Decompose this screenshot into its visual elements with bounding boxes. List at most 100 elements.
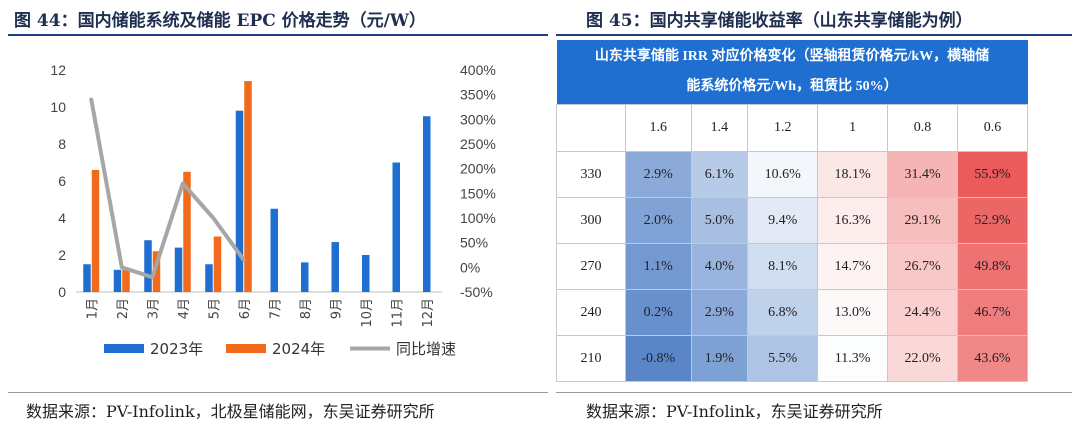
- heatmap-cell: 55.9%: [957, 151, 1028, 198]
- right-source: 数据来源：PV-Infolink，东吴证券研究所: [586, 402, 883, 421]
- left-bottom-rule: [8, 392, 548, 393]
- heatmap-header-line: 山东共享储能 IRR 对应价格变化（竖轴租赁价格元/kW，横轴储: [594, 49, 990, 64]
- bar-2024: [213, 236, 222, 292]
- heatmap-cell: 52.9%: [957, 197, 1028, 244]
- heatmap-column-header-row: 1.6 1.4 1.2 1 0.8 0.6: [556, 104, 1028, 152]
- heatmap-cell: 24.4%: [887, 289, 958, 336]
- y-left-tick-label: 2: [58, 247, 66, 263]
- bar-2024: [244, 81, 252, 292]
- heatmap-column-label: 1.2: [747, 104, 819, 152]
- y-right-tick-label: -50%: [460, 284, 493, 300]
- heatmap-cell: 16.3%: [817, 197, 889, 244]
- x-tick-label: 4月: [177, 298, 192, 319]
- yoy-growth-line: [89, 97, 246, 280]
- x-tick-label: 7月: [268, 298, 283, 319]
- heatmap-column-label: 1: [817, 104, 889, 152]
- y-right-tick-label: 350%: [460, 87, 496, 103]
- heatmap-column-label: 0.8: [887, 104, 958, 152]
- heatmap-corner-cell: [556, 104, 626, 152]
- right-bottom-rule: [556, 392, 1072, 393]
- y-right-tick-label: 300%: [460, 111, 496, 127]
- heatmap-cell: 5.0%: [690, 197, 749, 244]
- left-source: 数据来源：PV-Infolink，北极星储能网，东吴证券研究所: [26, 402, 435, 421]
- bar-2023: [423, 116, 431, 292]
- y-left-tick-label: 4: [58, 210, 66, 226]
- bar-2023: [362, 255, 370, 292]
- legend-label: 2023年: [150, 340, 203, 358]
- heatmap-cell: 8.1%: [747, 243, 819, 290]
- bar-2024: [152, 251, 161, 292]
- heatmap-row-label: 330: [556, 151, 626, 198]
- x-tick-label: 2月: [116, 298, 131, 319]
- heatmap-cell: 1.9%: [690, 335, 749, 382]
- bar-2023: [270, 208, 278, 292]
- heatmap-cell: 0.2%: [625, 289, 692, 336]
- y-left-tick-label: 10: [50, 99, 66, 115]
- y-right-tick-label: 400%: [460, 62, 496, 78]
- heatmap-cell: 49.8%: [957, 243, 1028, 290]
- heatmap-cell: 2.9%: [690, 289, 749, 336]
- y-left-tick-label: 6: [58, 173, 66, 189]
- legend-label: 同比增速: [396, 340, 456, 358]
- y-right-tick-label: 100%: [460, 210, 496, 226]
- irr-heatmap-table: 山东共享储能 IRR 对应价格变化（竖轴租赁价格元/kW，横轴储 能系统价格元/…: [556, 40, 1028, 382]
- x-tick-label: 1月: [85, 298, 100, 319]
- y-right-tick-label: 0%: [460, 259, 480, 275]
- heatmap-cell: 4.0%: [690, 243, 749, 290]
- legend-swatch: [104, 344, 144, 353]
- heatmap-cell: 13.0%: [817, 289, 889, 336]
- heatmap-row-label: 300: [556, 197, 626, 244]
- heatmap-column-label: 1.6: [625, 104, 692, 152]
- bar-2023: [113, 269, 122, 292]
- right-figure-title: 图 45：国内共享储能收益率（山东共享储能为例）: [586, 11, 973, 31]
- heatmap-row-label: 240: [556, 289, 626, 336]
- heatmap-cell: 9.4%: [747, 197, 819, 244]
- left-title-rule: [8, 34, 548, 36]
- heatmap-cell: 2.9%: [625, 151, 692, 198]
- y-right-tick-label: 50%: [460, 235, 488, 251]
- bar-2024: [183, 171, 191, 292]
- heatmap-row-label: 210: [556, 335, 626, 382]
- heatmap-column-label: 0.6: [957, 104, 1028, 152]
- x-tick-label: 11月: [390, 298, 405, 328]
- heatmap-cell: 46.7%: [957, 289, 1028, 336]
- x-tick-label: 12月: [421, 298, 436, 328]
- y-right-tick-label: 250%: [460, 136, 496, 152]
- heatmap-cell: 6.8%: [747, 289, 819, 336]
- bar-2023: [301, 262, 309, 292]
- x-tick-label: 8月: [299, 298, 314, 319]
- heatmap-cell: 14.7%: [817, 243, 889, 290]
- x-tick-label: 10月: [360, 298, 375, 328]
- bar-2023: [174, 247, 183, 292]
- bar-2023: [144, 240, 152, 292]
- x-tick-label: 5月: [207, 298, 222, 319]
- bar-2024: [91, 169, 100, 292]
- x-tick-label: 3月: [146, 298, 161, 319]
- heatmap-cell: 26.7%: [887, 243, 958, 290]
- bar-2023: [331, 242, 339, 292]
- y-right-tick-label: 150%: [460, 185, 496, 201]
- heatmap-cell: 29.1%: [887, 197, 958, 244]
- heatmap-row: 300 2.0% 5.0% 9.4% 16.3% 29.1% 52.9%: [556, 197, 1028, 244]
- x-tick-label: 9月: [329, 298, 344, 319]
- right-title-rule: [556, 34, 1072, 36]
- legend-label: 2024年: [272, 340, 325, 358]
- bar-2024: [122, 269, 130, 292]
- legend-swatch: [226, 344, 266, 353]
- heatmap-header-line: 能系统价格元/Wh，租赁比 50%）: [686, 79, 898, 94]
- y-left-tick-label: 8: [58, 136, 66, 152]
- heatmap-cell: 6.1%: [690, 151, 749, 198]
- heatmap-cell: 5.5%: [747, 335, 819, 382]
- heatmap-cell: 18.1%: [817, 151, 889, 198]
- heatmap-header: 山东共享储能 IRR 对应价格变化（竖轴租赁价格元/kW，横轴储 能系统价格元/…: [556, 40, 1028, 105]
- x-tick-label: 6月: [238, 298, 253, 319]
- heatmap-cell: 1.1%: [625, 243, 692, 290]
- heatmap-cell: 22.0%: [887, 335, 958, 382]
- heatmap-cell: 43.6%: [957, 335, 1028, 382]
- price-trend-chart: 0 2 4 6 8 10 12 -50% 0% 50% 100% 150% 200% 250% 300% 35…: [50, 62, 496, 358]
- bar-2023: [392, 162, 400, 292]
- heatmap-row: 330 2.9% 6.1% 10.6% 18.1% 31.4% 55.9%: [556, 151, 1028, 198]
- heatmap-cell: 11.3%: [817, 335, 889, 382]
- bar-2023: [83, 264, 91, 292]
- bar-2023: [235, 110, 244, 292]
